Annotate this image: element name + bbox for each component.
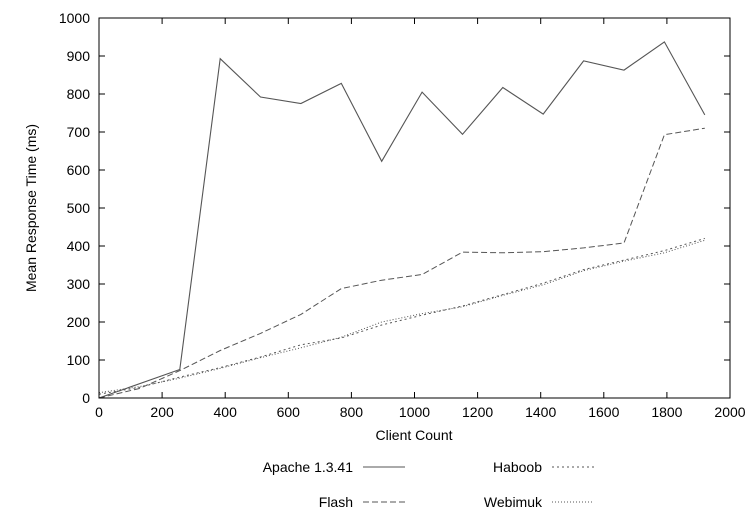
- x-tick-label: 1400: [525, 404, 556, 420]
- x-tick-label: 0: [95, 404, 103, 420]
- x-tick-label: 200: [150, 404, 174, 420]
- x-axis-label: Client Count: [375, 427, 452, 443]
- y-tick-label: 300: [67, 276, 91, 292]
- x-tick-label: 2000: [714, 404, 745, 420]
- legend-label-haboob: Haboob: [493, 459, 542, 475]
- legend: Apache 1.3.41 Flash Haboob Webimuk: [263, 459, 594, 510]
- y-tick-labels: 0 100 200 300 400 500 600 700 800 900 1000: [59, 10, 90, 406]
- y-tick-label: 900: [67, 48, 91, 64]
- y-tick-label: 800: [67, 86, 91, 102]
- y-tick-label: 700: [67, 124, 91, 140]
- x-tick-label: 600: [277, 404, 301, 420]
- series-line-flash: [98, 127, 705, 399]
- y-tick-label: 400: [67, 238, 91, 254]
- x-tick-label: 1000: [399, 404, 430, 420]
- axis-ticks: [98, 17, 731, 399]
- y-tick-label: 200: [67, 314, 91, 330]
- legend-label-flash: Flash: [319, 494, 353, 510]
- x-tick-label: 1800: [651, 404, 682, 420]
- series-line-webimuk: [98, 239, 705, 394]
- x-tick-labels: 0 200 400 600 800 1000 1200 1400 1600 1800 2000: [95, 404, 746, 420]
- y-tick-label: 600: [67, 162, 91, 178]
- y-tick-label: 500: [67, 200, 91, 216]
- series-line-apache-1-3-41: [98, 41, 706, 399]
- x-tick-label: 1600: [588, 404, 619, 420]
- y-axis-label: Mean Response Time (ms): [23, 124, 39, 292]
- series-line-haboob: [98, 237, 705, 395]
- y-tick-label: 1000: [59, 10, 90, 26]
- plot-frame: [98, 17, 731, 399]
- series-lines: [98, 41, 706, 399]
- x-tick-label: 800: [340, 404, 364, 420]
- x-tick-label: 400: [214, 404, 238, 420]
- legend-label-apache-1-3-41: Apache 1.3.41: [263, 459, 354, 475]
- y-tick-label: 100: [67, 352, 91, 368]
- x-tick-label: 1200: [462, 404, 493, 420]
- y-tick-label: 0: [82, 390, 90, 406]
- legend-label-webimuk: Webimuk: [484, 494, 543, 510]
